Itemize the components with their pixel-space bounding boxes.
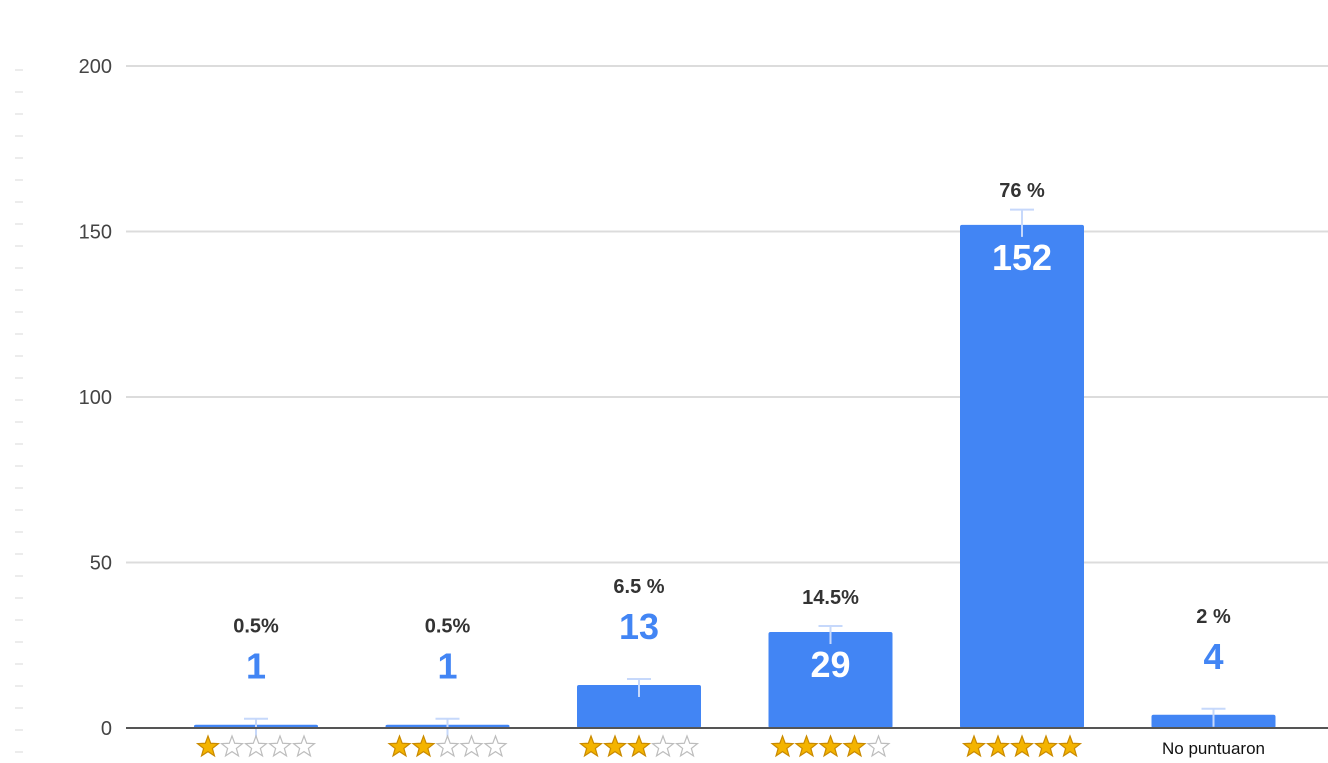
- x-axis-categories: No puntuaron: [195, 734, 1265, 758]
- star-empty-icon: [219, 734, 245, 758]
- star-empty-icon: [483, 734, 508, 758]
- star-empty-icon: [459, 734, 484, 758]
- star-filled-icon: [411, 734, 436, 758]
- bars: [194, 208, 1276, 737]
- star-filled-icon: [1033, 734, 1059, 758]
- star-filled-icon: [842, 734, 867, 758]
- star-filled-icon: [794, 734, 819, 758]
- gridlines: [15, 65, 1328, 753]
- bar: [577, 684, 701, 728]
- y-tick-label: 200: [79, 56, 112, 78]
- value-label: 1: [437, 646, 457, 687]
- value-label: 13: [619, 606, 659, 647]
- star-filled-icon: [985, 734, 1011, 758]
- value-label: 4: [1203, 636, 1223, 677]
- star-empty-icon: [243, 734, 269, 758]
- star-filled-icon: [578, 734, 604, 758]
- star-filled-icon: [195, 734, 221, 758]
- y-tick-label: 100: [79, 387, 112, 409]
- star-filled-icon: [626, 734, 652, 758]
- star-filled-icon: [602, 734, 628, 758]
- y-tick-label: 50: [90, 553, 112, 575]
- category-label: No puntuaron: [1162, 739, 1265, 758]
- percent-label: 2 %: [1196, 606, 1231, 628]
- star-filled-icon: [961, 734, 987, 758]
- bar: [960, 224, 1084, 728]
- y-tick-label: 0: [101, 718, 112, 740]
- percent-label: 6.5 %: [613, 576, 664, 598]
- y-axis-ticks: 0 50 100 150 200: [79, 56, 112, 740]
- y-tick-label: 150: [79, 222, 112, 244]
- star-empty-icon: [291, 734, 317, 758]
- value-label: 1: [246, 646, 266, 687]
- star-empty-icon: [267, 734, 293, 758]
- star-empty-icon: [866, 734, 891, 758]
- star-filled-icon: [1009, 734, 1035, 758]
- data-labels: 1 0.5% 1 0.5% 13 6.5 % 29 14.5% 152 76 % 4 2 %: [233, 180, 1231, 687]
- star-empty-icon: [674, 734, 700, 758]
- bar: [768, 632, 893, 728]
- value-label: 29: [810, 644, 850, 685]
- percent-label: 0.5%: [233, 616, 279, 638]
- star-filled-icon: [818, 734, 843, 758]
- value-label: 152: [992, 237, 1052, 278]
- percent-label: 0.5%: [425, 616, 471, 638]
- star-empty-icon: [435, 734, 460, 758]
- percent-label: 76 %: [999, 180, 1045, 202]
- star-filled-icon: [770, 734, 795, 758]
- star-empty-icon: [650, 734, 676, 758]
- percent-label: 14.5%: [802, 587, 859, 609]
- star-filled-icon: [1057, 734, 1083, 758]
- star-filled-icon: [387, 734, 412, 758]
